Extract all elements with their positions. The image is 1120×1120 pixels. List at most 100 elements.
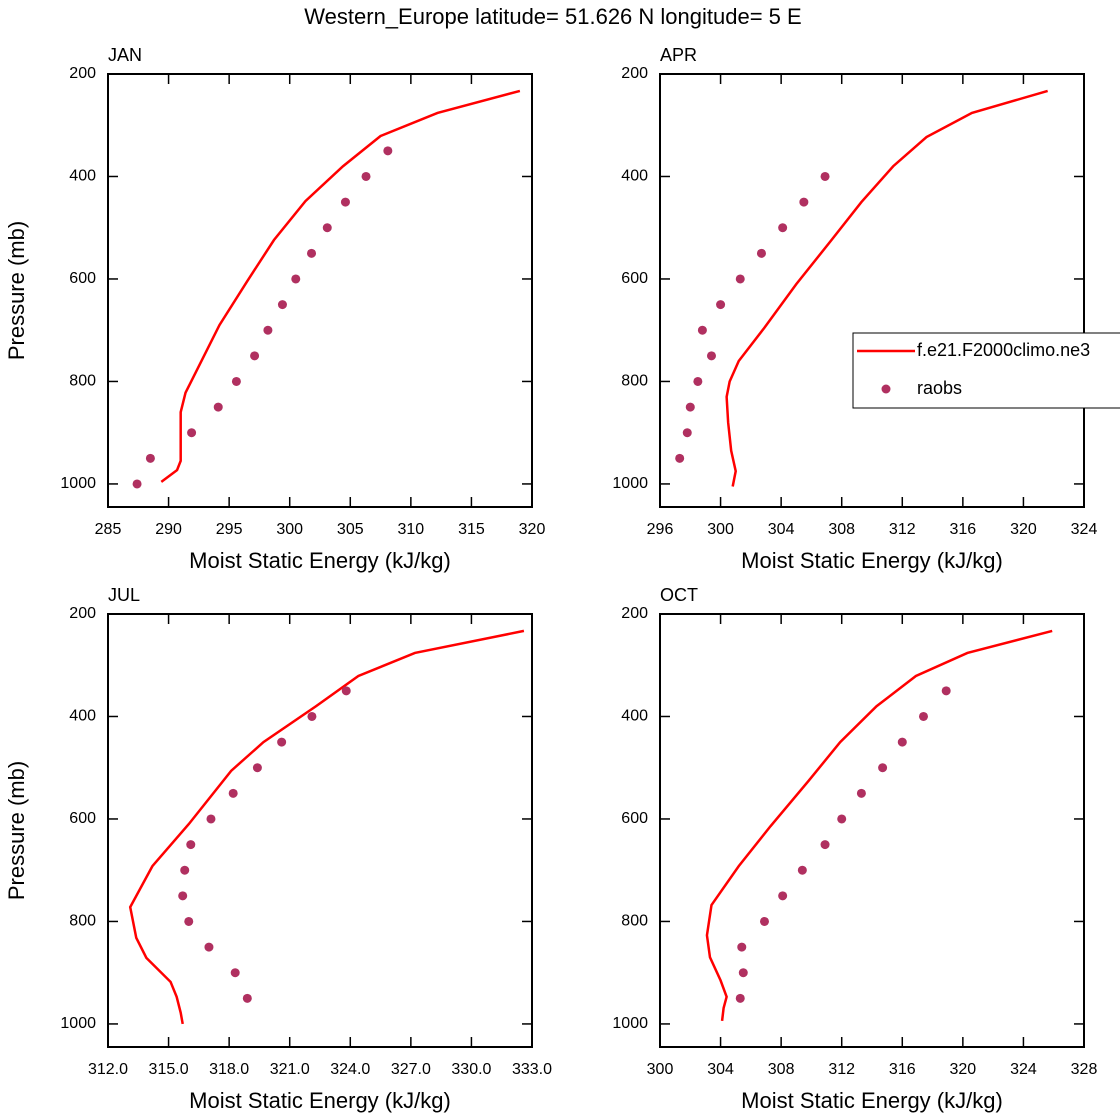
profile-line [725, 89, 1049, 487]
x-tick-label: 300 [647, 1061, 674, 1078]
obs-point [204, 942, 214, 952]
obs-point [184, 916, 194, 926]
obs-point [706, 351, 716, 361]
panel-title: JAN [108, 45, 142, 65]
obs-point [341, 686, 351, 696]
y-tick-label: 800 [621, 913, 648, 930]
obs-point [145, 453, 155, 463]
y-tick-label: 200 [621, 605, 648, 622]
x-tick-label: 285 [95, 521, 122, 538]
obs-point [322, 223, 332, 233]
panel: APR 296 300 304 308 312 316 320 324 200 400 600 800 1… [612, 45, 1120, 573]
obs-point [307, 711, 317, 721]
x-tick-label: 295 [216, 521, 243, 538]
obs-point [897, 737, 907, 747]
x-tick-label: 308 [768, 1061, 795, 1078]
obs-point [820, 171, 830, 181]
obs-point [277, 737, 287, 747]
x-tick-label: 310 [398, 521, 425, 538]
y-tick-label: 600 [621, 810, 648, 827]
y-tick-label: 400 [69, 708, 96, 725]
legend-label: f.e21.F2000climo.ne3 [917, 340, 1090, 360]
obs-point [797, 865, 807, 875]
x-tick-label: 315 [458, 521, 485, 538]
obs-point [291, 274, 301, 284]
x-tick-label: 321.0 [270, 1061, 310, 1078]
y-tick-label: 400 [621, 708, 648, 725]
obs-point [941, 686, 951, 696]
obs-point [878, 763, 888, 773]
obs-point [228, 788, 238, 798]
plot-frame [659, 613, 1085, 1048]
obs-point [693, 376, 703, 386]
y-tick-label: 800 [621, 373, 648, 390]
y-tick-label: 400 [621, 168, 648, 185]
obs-point [307, 248, 317, 258]
y-tick-label: 200 [621, 65, 648, 82]
obs-point [675, 453, 685, 463]
legend-box [852, 332, 1120, 409]
x-tick-label: 304 [768, 521, 795, 538]
y-tick-label: 200 [69, 605, 96, 622]
x-tick-label: 312 [828, 1061, 855, 1078]
x-tick-label: 320 [950, 1061, 977, 1078]
x-tick-label: 308 [828, 521, 855, 538]
y-tick-label: 1000 [612, 475, 648, 492]
y-tick-label: 600 [69, 270, 96, 287]
obs-point [250, 351, 260, 361]
x-tick-label: 324 [1071, 521, 1098, 538]
x-tick-label: 316 [950, 521, 977, 538]
obs-point [759, 916, 769, 926]
obs-point [837, 814, 847, 824]
y-tick-label: 800 [69, 373, 96, 390]
legend-label: raobs [917, 378, 962, 398]
panel-title: JUL [108, 585, 140, 605]
y-axis-label: Pressure (mb) [4, 221, 29, 360]
panel: JUL 312.0 315.0 318.0 321.0 324.0 327.0 330.0 33… [4, 585, 552, 1113]
obs-point [132, 479, 142, 489]
x-tick-label: 300 [707, 521, 734, 538]
y-tick-label: 1000 [60, 475, 96, 492]
legend: f.e21.F2000climo.ne3 raobs [852, 332, 1120, 409]
x-tick-label: 318.0 [209, 1061, 249, 1078]
obs-point [252, 763, 262, 773]
x-tick-label: 312 [889, 521, 916, 538]
x-tick-label: 327.0 [391, 1061, 431, 1078]
y-tick-label: 600 [69, 810, 96, 827]
x-axis-label: Moist Static Energy (kJ/kg) [741, 548, 1003, 573]
x-tick-label: 296 [647, 521, 674, 538]
obs-point [778, 223, 788, 233]
y-axis-label: Pressure (mb) [4, 761, 29, 900]
panel: OCT 300 304 308 312 316 320 324 328 200 400 600 800 1… [612, 585, 1097, 1113]
obs-point [778, 891, 788, 901]
obs-point [856, 788, 866, 798]
obs-point [231, 376, 241, 386]
obs-point [918, 711, 928, 721]
obs-point [735, 274, 745, 284]
x-tick-label: 324 [1010, 1061, 1037, 1078]
x-tick-label: 312.0 [88, 1061, 128, 1078]
panel: JAN 285 290 295 300 305 310 315 320 200 400 600 800 1… [4, 45, 546, 573]
x-axis-label: Moist Static Energy (kJ/kg) [189, 1088, 451, 1113]
plot-frame [659, 73, 1085, 508]
plot-frame [107, 613, 533, 1048]
obs-point [716, 300, 726, 310]
obs-point [738, 968, 748, 978]
profile-line [160, 89, 521, 483]
obs-point [186, 840, 196, 850]
obs-point [697, 325, 707, 335]
obs-point [180, 865, 190, 875]
legend-swatch [881, 384, 891, 394]
profile-line [705, 629, 1053, 1022]
y-tick-label: 200 [69, 65, 96, 82]
obs-point [756, 248, 766, 258]
plot-frame [107, 73, 533, 508]
y-tick-label: 1000 [612, 1015, 648, 1032]
obs-point [277, 300, 287, 310]
x-tick-label: 290 [155, 521, 182, 538]
x-tick-label: 330.0 [451, 1061, 491, 1078]
obs-point [799, 197, 809, 207]
obs-point [178, 891, 188, 901]
